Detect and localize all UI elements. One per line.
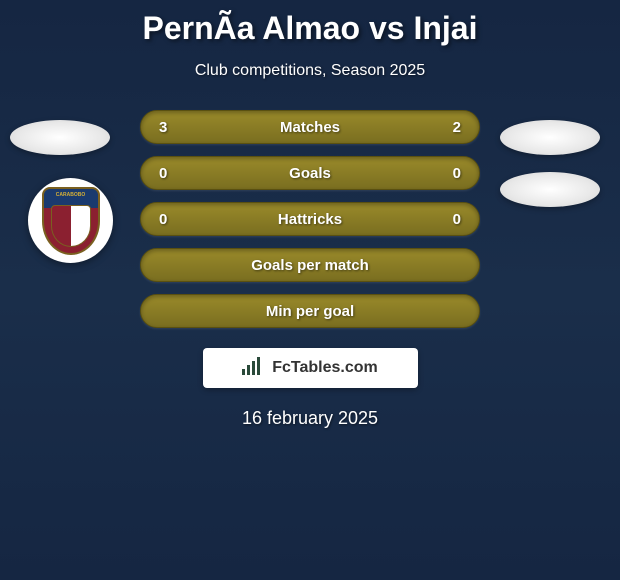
- stat-left-value: 0: [159, 165, 179, 182]
- stat-label: Min per goal: [266, 303, 354, 320]
- player-left-placeholder: [10, 120, 110, 155]
- source-logo-text: FcTables.com: [272, 359, 378, 377]
- date-text: 16 february 2025: [0, 408, 620, 429]
- stat-label: Matches: [280, 119, 340, 136]
- player-right-placeholder-1: [500, 120, 600, 155]
- stat-row-goals-per-match: Goals per match: [140, 248, 480, 282]
- stat-right-value: 2: [441, 119, 461, 136]
- page-subtitle: Club competitions, Season 2025: [0, 62, 620, 80]
- stat-row-hattricks: 0 Hattricks 0: [140, 202, 480, 236]
- stat-label: Goals per match: [251, 257, 369, 274]
- chart-bars-icon: [242, 357, 264, 379]
- stat-left-value: 3: [159, 119, 179, 136]
- stat-row-matches: 3 Matches 2: [140, 110, 480, 144]
- source-logo-box: FcTables.com: [203, 348, 418, 388]
- club-crest-icon: [42, 187, 100, 255]
- stat-right-value: 0: [441, 211, 461, 228]
- player-badge-left: [28, 178, 113, 263]
- player-right-placeholder-2: [500, 172, 600, 207]
- page-title: PernÃ­a Almao vs Injai: [0, 0, 620, 47]
- stat-left-value: 0: [159, 211, 179, 228]
- stat-right-value: 0: [441, 165, 461, 182]
- stat-row-min-per-goal: Min per goal: [140, 294, 480, 328]
- stat-row-goals: 0 Goals 0: [140, 156, 480, 190]
- stat-label: Hattricks: [278, 211, 342, 228]
- stat-label: Goals: [289, 165, 331, 182]
